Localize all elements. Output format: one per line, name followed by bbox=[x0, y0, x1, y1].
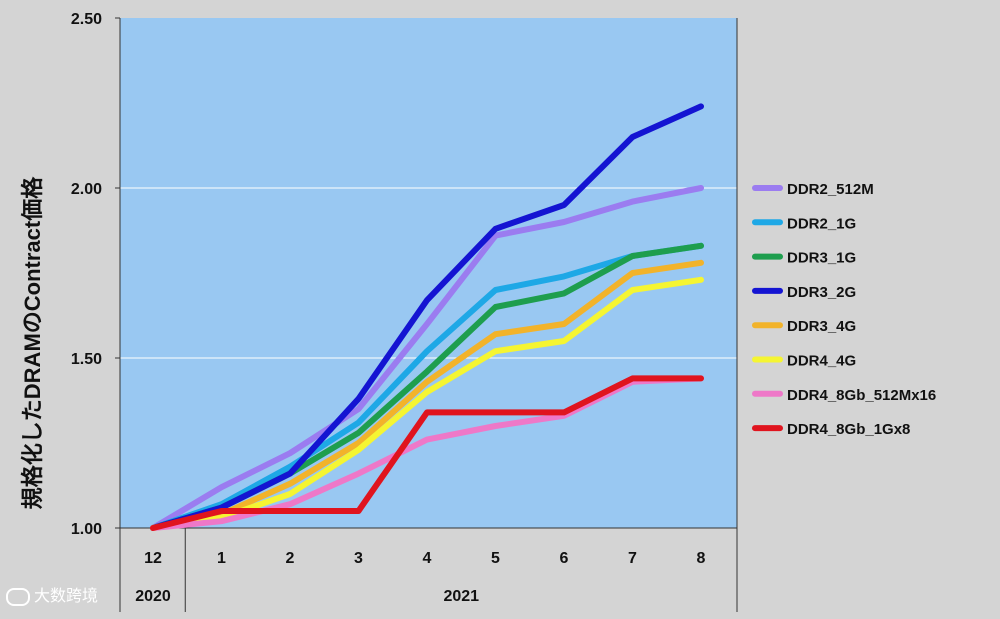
watermark-text: 大数跨境 bbox=[34, 586, 99, 605]
series-line-DDR3_2G bbox=[150, 103, 704, 531]
series-line-DDR3_4G bbox=[150, 259, 704, 531]
x-tick-label: 3 bbox=[354, 550, 363, 567]
y-axis-title: 規格化したDRAMのContract価格 bbox=[20, 176, 45, 509]
x-tick-label: 7 bbox=[628, 550, 637, 567]
x-tick-label: 1 bbox=[217, 550, 226, 567]
series-line-DDR2_512M bbox=[150, 185, 704, 531]
series-line-DDR4_8Gb_1Gx8 bbox=[150, 375, 704, 531]
year-label: 2020 bbox=[135, 588, 171, 605]
legend-label: DDR4_8Gb_1Gx8 bbox=[787, 421, 910, 438]
x-tick-label: 2 bbox=[286, 550, 295, 567]
watermark-logo-icon bbox=[6, 587, 30, 606]
series-line-DDR2_1G bbox=[150, 242, 704, 531]
legend-label: DDR4_4G bbox=[787, 353, 856, 370]
y-tick-label: 1.50 bbox=[71, 351, 102, 368]
y-tick-label: 1.00 bbox=[71, 521, 102, 538]
legend-label: DDR2_1G bbox=[787, 215, 856, 232]
grid-lines bbox=[120, 187, 737, 359]
y-tick-label: 2.50 bbox=[71, 11, 102, 28]
year-label: 2021 bbox=[443, 588, 479, 605]
legend-label: DDR3_1G bbox=[787, 250, 856, 267]
x-tick-label: 12 bbox=[144, 550, 162, 567]
legend-label: DDR3_4G bbox=[787, 318, 856, 335]
y-tick-label: 2.00 bbox=[71, 181, 102, 198]
legend-label: DDR3_2G bbox=[787, 284, 856, 301]
x-tick-label: 5 bbox=[491, 550, 500, 567]
x-tick-label: 8 bbox=[697, 550, 706, 567]
series-lines bbox=[150, 103, 704, 531]
legend: DDR2_512M DDR2_1G DDR3_1G DDR3_2G DDR3_4G DDR… bbox=[752, 181, 936, 438]
x-tick-label: 4 bbox=[423, 550, 432, 567]
axis-labels: 規格化したDRAMのContract価格 bbox=[20, 176, 45, 509]
watermark: 大数跨境 bbox=[6, 582, 98, 606]
legend-label: DDR2_512M bbox=[787, 181, 874, 198]
series-line-DDR4_8Gb_512Mx16 bbox=[150, 375, 704, 531]
legend-label: DDR4_8Gb_512Mx16 bbox=[787, 387, 936, 404]
x-tick-label: 6 bbox=[560, 550, 569, 567]
